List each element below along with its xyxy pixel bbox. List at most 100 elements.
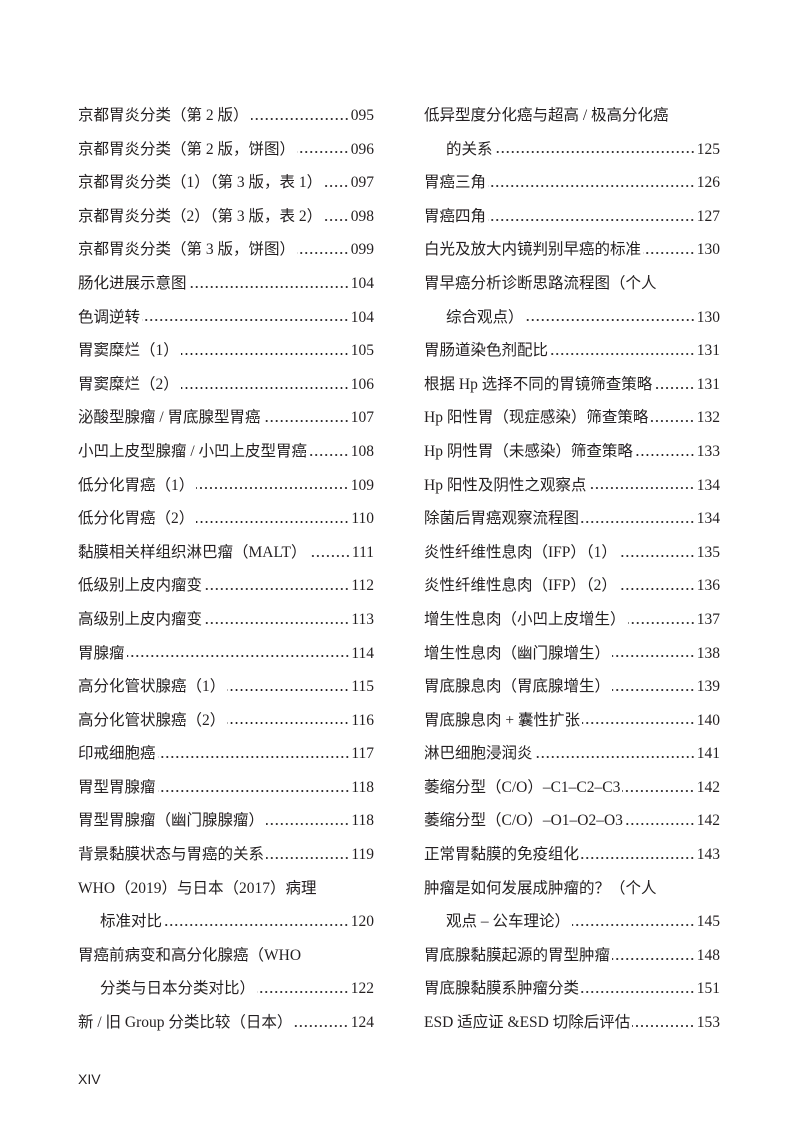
toc-entry-line: 萎缩分型（C/O）–O1–O2–O3 142 (424, 804, 720, 838)
toc-entry-line: 除菌后胃癌观察流程图 134 (424, 502, 720, 536)
toc-entry[interactable]: 胃底腺息肉（胃底腺增生） 139 (424, 670, 720, 704)
toc-entry-title: 萎缩分型（C/O）–O1–O2–O3 (424, 812, 623, 830)
toc-entry-page: 124 (350, 1014, 374, 1032)
toc-entry-line: 胃底腺息肉（胃底腺增生） 139 (424, 670, 720, 704)
toc-entry-line: 小凹上皮型腺瘤 / 小凹上皮型胃癌 108 (78, 435, 374, 469)
toc-entry[interactable]: 京都胃炎分类（1）（第 3 版，表 1） 097 (78, 166, 374, 200)
toc-entry[interactable]: 京都胃炎分类（第 2 版，饼图） 096 (78, 133, 374, 167)
toc-entry[interactable]: 低异型度分化癌与超高 / 极高分化癌 的关系 125 (424, 99, 720, 166)
toc-entry-page: 139 (696, 678, 720, 696)
dot-leader (581, 520, 695, 523)
toc-entry-page: 130 (696, 308, 720, 326)
toc-entry[interactable]: 低分化胃癌（1） 109 (78, 469, 374, 503)
toc-entry[interactable]: 低级别上皮内瘤变 112 (78, 569, 374, 603)
toc-entry[interactable]: 根据 Hp 选择不同的胃镜筛查策略 131 (424, 368, 720, 402)
toc-entry[interactable]: 黏膜相关样组织淋巴瘤（MALT） 111 (78, 536, 374, 570)
toc-entry[interactable]: 低分化胃癌（2） 110 (78, 502, 374, 536)
toc-entry[interactable]: 小凹上皮型腺瘤 / 小凹上皮型胃癌 108 (78, 435, 374, 469)
toc-entry[interactable]: 京都胃炎分类（第 2 版） 095 (78, 99, 374, 133)
toc-entry-line: 根据 Hp 选择不同的胃镜筛查策略 131 (424, 368, 720, 402)
toc-entry-title: 观点 – 公车理论） (446, 913, 571, 931)
toc-entry-page: 114 (351, 644, 374, 662)
toc-entry-title: 白光及放大内镜判别早癌的标准 (424, 241, 642, 259)
toc-entry[interactable]: 高分化管状腺癌（2） 116 (78, 704, 374, 738)
dot-leader (309, 453, 349, 456)
toc-entry[interactable]: ESD 适应证 &ESD 切除后评估 153 (424, 1006, 720, 1040)
toc-entry[interactable]: 胃癌三角 126 (424, 166, 720, 200)
toc-entry-title: 萎缩分型（C/O）–C1–C2–C3 (424, 778, 621, 796)
toc-entry[interactable]: 增生性息肉（幽门腺增生） 138 (424, 637, 720, 671)
toc-entry-line: 新 / 旧 Group 分类比较（日本） 124 (78, 1006, 374, 1040)
toc-entry-title: 高级别上皮内瘤变 (78, 610, 203, 628)
toc-entry-line: 胃窦糜烂（1） 105 (78, 334, 374, 368)
toc-entry[interactable]: 胃癌四角 127 (424, 200, 720, 234)
toc-entry[interactable]: 淋巴细胞浸润炎 141 (424, 737, 720, 771)
toc-entry[interactable]: 炎性纤维性息肉（IFP）（2） 136 (424, 569, 720, 603)
toc-entry[interactable]: Hp 阳性胃（现症感染）筛查策略 132 (424, 401, 720, 435)
toc-entry-page: 153 (696, 1014, 720, 1032)
toc-entry-line: 京都胃炎分类（第 3 版，饼图） 099 (78, 233, 374, 267)
toc-entry[interactable]: 胃底腺黏膜起源的胃型肿瘤 148 (424, 939, 720, 973)
toc-entry[interactable]: WHO（2019）与日本（2017）病理 标准对比 120 (78, 872, 374, 939)
dot-leader (297, 151, 349, 154)
toc-entry-page: 118 (351, 778, 374, 796)
dot-leader (612, 688, 695, 691)
toc-entry-line: 背景黏膜状态与胃癌的关系 119 (78, 838, 374, 872)
toc-entry-line: 高分化管状腺癌（2） 116 (78, 704, 374, 738)
dot-leader (534, 756, 695, 759)
toc-entry-page: 110 (351, 510, 374, 528)
toc-entry[interactable]: 肠化进展示意图 104 (78, 267, 374, 301)
toc-entry-line: 胃底腺黏膜系肿瘤分类 151 (424, 972, 720, 1006)
toc-entry-page: 097 (350, 174, 374, 192)
toc-entry-title: 胃癌三角 (424, 174, 487, 192)
toc-entry-title: 京都胃炎分类（2）（第 3 版，表 2） (78, 207, 323, 225)
toc-entry[interactable]: 肿瘤是如何发展成肿瘤的？（个人 观点 – 公车理论） 145 (424, 872, 720, 939)
toc-entry[interactable]: 胃癌前病变和高分化腺癌（WHO 分类与日本分类对比） 122 (78, 939, 374, 1006)
toc-entry[interactable]: 胃腺瘤 114 (78, 637, 374, 671)
toc-entry[interactable]: 萎缩分型（C/O）–O1–O2–O3 142 (424, 804, 720, 838)
toc-entry[interactable]: 胃肠道染色剂配比 131 (424, 334, 720, 368)
toc-entry[interactable]: 白光及放大内镜判别早癌的标准 130 (424, 233, 720, 267)
toc-entry[interactable]: 胃底腺黏膜系肿瘤分类 151 (424, 972, 720, 1006)
toc-entry-line: 炎性纤维性息肉（IFP）（2） 136 (424, 569, 720, 603)
toc-entry[interactable]: Hp 阴性胃（未感染）筛查策略 133 (424, 435, 720, 469)
toc-entry[interactable]: 京都胃炎分类（2）（第 3 版，表 2） 098 (78, 200, 374, 234)
toc-entry[interactable]: 胃型胃腺瘤（幽门腺腺瘤） 118 (78, 804, 374, 838)
dot-leader (142, 319, 349, 322)
toc-entry-title: 小凹上皮型腺瘤 / 小凹上皮型胃癌 (78, 442, 308, 460)
toc-entry-title: 胃底腺息肉（胃底腺增生） (424, 678, 611, 696)
toc-entry[interactable]: 胃窦糜烂（1） 105 (78, 334, 374, 368)
toc-entry-line: 淋巴细胞浸润炎 141 (424, 737, 720, 771)
dot-leader (581, 991, 695, 994)
toc-entry[interactable]: 除菌后胃癌观察流程图 134 (424, 502, 720, 536)
dot-leader (266, 856, 350, 859)
dot-leader (612, 957, 695, 960)
toc-entry[interactable]: 胃窦糜烂（2） 106 (78, 368, 374, 402)
toc-entry[interactable]: 胃早癌分析诊断思路流程图（个人 综合观点） 130 (424, 267, 720, 334)
toc-entry[interactable]: 高级别上皮内瘤变 113 (78, 603, 374, 637)
toc-entry-line: 低分化胃癌（1） 109 (78, 469, 374, 503)
toc-entry[interactable]: 胃底腺息肉 + 囊性扩张 140 (424, 704, 720, 738)
toc-entry[interactable]: 增生性息肉（小凹上皮增生） 137 (424, 603, 720, 637)
toc-entry[interactable]: 色调逆转 104 (78, 301, 374, 335)
dot-leader (550, 352, 695, 355)
toc-entry[interactable]: 印戒细胞癌 117 (78, 737, 374, 771)
toc-entry[interactable]: 新 / 旧 Group 分类比较（日本） 124 (78, 1006, 374, 1040)
toc-entry[interactable]: Hp 阳性及阴性之观察点 134 (424, 469, 720, 503)
dot-leader (204, 621, 350, 624)
toc-entry-line: 京都胃炎分类（第 2 版） 095 (78, 99, 374, 133)
toc-entry-page: 148 (696, 946, 720, 964)
toc-entry[interactable]: 胃型胃腺瘤 118 (78, 771, 374, 805)
toc-entry-line: 低分化胃癌（2） 110 (78, 502, 374, 536)
toc-entry[interactable]: 萎缩分型（C/O）–C1–C2–C3 142 (424, 771, 720, 805)
toc-entry-title: 正常胃黏膜的免疫组化 (424, 846, 580, 864)
toc-entry[interactable]: 正常胃黏膜的免疫组化 143 (424, 838, 720, 872)
toc-entry[interactable]: 炎性纤维性息肉（IFP）（1） 135 (424, 536, 720, 570)
toc-entry[interactable]: 背景黏膜状态与胃癌的关系 119 (78, 838, 374, 872)
toc-entry[interactable]: 高分化管状腺癌（1） 115 (78, 670, 374, 704)
toc-entry[interactable]: 泌酸型腺瘤 / 胃底腺型胃癌 107 (78, 401, 374, 435)
toc-entry-page: 140 (696, 711, 720, 729)
toc-entry-title: 京都胃炎分类（1）（第 3 版，表 1） (78, 174, 323, 192)
toc-entry-page: 138 (696, 644, 720, 662)
toc-entry[interactable]: 京都胃炎分类（第 3 版，饼图） 099 (78, 233, 374, 267)
